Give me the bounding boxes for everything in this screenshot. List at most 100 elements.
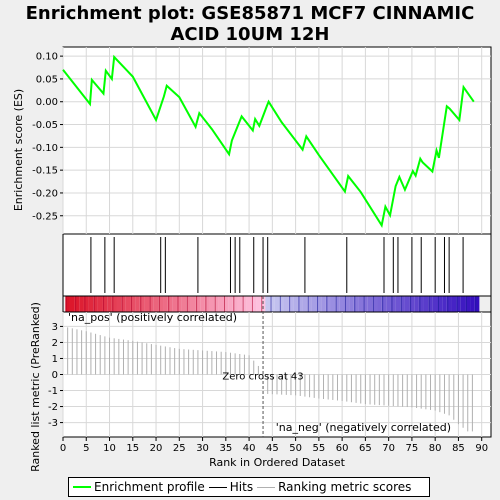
legend-item-ranking-metric: Ranking metric scores xyxy=(257,480,411,494)
x-tick-label: 80 xyxy=(429,443,442,454)
x-tick-label: 20 xyxy=(150,443,163,454)
color-bar-segment xyxy=(200,296,205,312)
color-bar-segment xyxy=(88,296,94,312)
es-y-tick-label: -0.20 xyxy=(32,188,58,199)
legend: Enrichment profile Hits Ranking metric s… xyxy=(68,477,430,497)
x-tick-label: 70 xyxy=(382,443,395,454)
x-tick-label: 40 xyxy=(243,443,256,454)
x-tick-label: 60 xyxy=(336,443,349,454)
color-bar-segment xyxy=(451,296,457,312)
color-bar-segment xyxy=(209,296,215,312)
color-bar-segment xyxy=(158,296,164,312)
legend-label: Enrichment profile xyxy=(94,480,205,494)
ranking-color-bar xyxy=(62,295,492,313)
color-bar-segment xyxy=(214,296,219,312)
color-bar-segment xyxy=(121,296,126,312)
color-bar-segment xyxy=(283,296,289,312)
color-bar-segment xyxy=(83,296,89,312)
color-bar-segment xyxy=(69,296,75,312)
x-tick-label: 55 xyxy=(313,443,326,454)
color-bar-segment xyxy=(135,296,140,312)
metric-y-axis-label: Ranked list metric (PreRanked) xyxy=(29,302,42,472)
x-tick-label: 10 xyxy=(103,443,116,454)
positive-correlation-label: 'na_pos' (positively correlated) xyxy=(68,311,237,324)
es-y-tick-label: 0.05 xyxy=(36,74,58,85)
color-bar-segment xyxy=(186,296,191,312)
color-bar-segment xyxy=(339,296,345,312)
color-bar-segment xyxy=(474,296,480,312)
color-bar-segment xyxy=(130,296,136,312)
metric-y-tick-label: 0 xyxy=(52,370,58,381)
color-bar-segment xyxy=(367,296,373,312)
color-bar-segment xyxy=(190,296,196,312)
es-y-ticks: -0.25 -0.20 -0.15 -0.10 -0.05 0.00 0.05 0.10 xyxy=(32,52,63,222)
es-y-tick-label: -0.05 xyxy=(32,120,58,131)
color-bar-segment xyxy=(107,296,112,312)
color-bar-segment xyxy=(172,296,177,312)
color-bar-segment xyxy=(442,296,447,312)
color-bar-segment xyxy=(363,296,368,312)
color-bar-segment xyxy=(325,296,331,312)
color-bar-segment xyxy=(181,296,187,312)
ranking-metric-bars xyxy=(67,327,473,432)
color-bar-segment xyxy=(423,296,429,312)
legend-swatch-ranking-metric xyxy=(257,486,276,488)
color-bar-segment xyxy=(246,296,252,312)
x-tick-label: 50 xyxy=(289,443,302,454)
es-y-tick-label: 0.10 xyxy=(36,52,58,63)
color-bar-segment xyxy=(279,296,284,312)
es-panel xyxy=(62,46,492,235)
color-bar-segment xyxy=(302,296,308,312)
es-y-tick-label: 0.00 xyxy=(36,97,58,108)
color-bar-segment xyxy=(428,296,433,312)
legend-swatch-enrichment-profile xyxy=(73,486,91,488)
color-bar-segment xyxy=(93,296,98,312)
color-bar-segment xyxy=(265,296,271,312)
enrichment-profile-line xyxy=(62,54,475,228)
x-tick-label: 25 xyxy=(173,443,186,454)
metric-y-tick-label: -2 xyxy=(48,402,58,413)
color-bar-segment xyxy=(251,296,257,312)
color-bar-segment xyxy=(446,296,452,312)
x-tick-label: 15 xyxy=(126,443,139,454)
color-bar-segment xyxy=(470,296,475,312)
x-tick-label: 30 xyxy=(196,443,209,454)
color-bar-segment xyxy=(335,296,340,312)
color-bar-segment xyxy=(97,296,103,312)
color-bar-segment xyxy=(404,296,410,312)
x-tick-label: 90 xyxy=(475,443,488,454)
metric-y-tick-label: 1 xyxy=(52,354,58,365)
color-bar-segment xyxy=(330,296,336,312)
color-bar-segment xyxy=(65,296,70,312)
x-tick-label: 45 xyxy=(266,443,279,454)
x-tick-label: 65 xyxy=(359,443,372,454)
metric-y-tick-label: 2 xyxy=(52,338,58,349)
color-bar-segment xyxy=(153,296,159,312)
es-y-axis-label: Enrichment score (ES) xyxy=(12,89,25,211)
color-bar-segment xyxy=(79,296,84,312)
color-bar-segment xyxy=(414,296,419,312)
color-bar-segment xyxy=(358,296,364,312)
color-bar-segment xyxy=(456,296,461,312)
legend-label: Hits xyxy=(229,480,254,494)
metric-y-tick-label: 3 xyxy=(52,322,58,333)
color-bar-segment xyxy=(228,296,233,312)
color-bar-segment xyxy=(307,296,312,312)
x-tick-label: 85 xyxy=(452,443,465,454)
x-axis-ticks: 0 5 10 15 20 25 30 35 40 45 50 55 60 65 70 75 80 85 90 xyxy=(60,437,488,454)
legend-label: Ranking metric scores xyxy=(278,480,412,494)
es-y-tick-label: -0.25 xyxy=(32,211,58,222)
color-bar-segment xyxy=(218,296,224,312)
legend-swatch-hits xyxy=(208,486,227,488)
color-bar-segment xyxy=(344,296,350,312)
hits-panel xyxy=(62,233,492,297)
color-bar-segment xyxy=(418,296,424,312)
color-bar-segment xyxy=(409,296,415,312)
color-bar-segment xyxy=(465,296,471,312)
color-bar-segment xyxy=(139,296,145,312)
legend-item-hits: Hits xyxy=(208,480,254,494)
color-bar-segment xyxy=(223,296,229,312)
metric-y-ticks: -3 -2 -1 0 1 2 3 xyxy=(48,322,63,429)
color-bar-segment xyxy=(395,296,401,312)
legend-item-enrichment-profile: Enrichment profile xyxy=(73,480,205,494)
